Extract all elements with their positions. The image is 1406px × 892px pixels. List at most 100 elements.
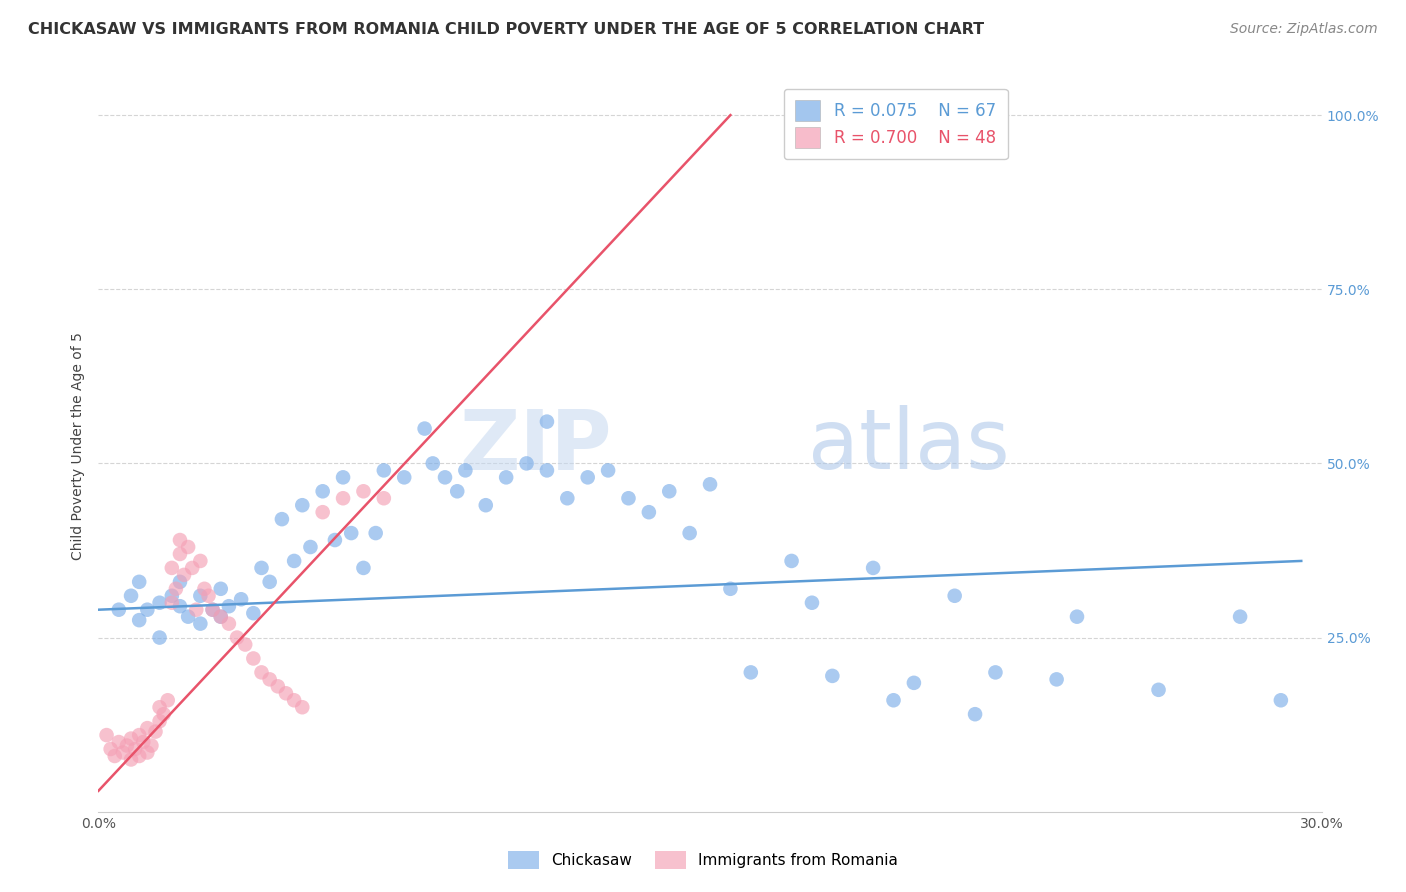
Point xyxy=(516,457,538,471)
Point xyxy=(617,491,640,506)
Point xyxy=(495,470,517,484)
Point xyxy=(177,540,200,554)
Point xyxy=(201,603,224,617)
Point xyxy=(149,596,172,610)
Point xyxy=(108,603,131,617)
Point xyxy=(111,746,134,760)
Point xyxy=(128,749,150,764)
Point xyxy=(181,561,204,575)
Point xyxy=(218,599,240,614)
Point xyxy=(259,574,281,589)
Y-axis label: Child Poverty Under the Age of 5: Child Poverty Under the Age of 5 xyxy=(72,332,86,560)
Point xyxy=(152,707,174,722)
Point xyxy=(141,739,163,753)
Point xyxy=(209,609,232,624)
Point xyxy=(699,477,721,491)
Point xyxy=(883,693,905,707)
Point xyxy=(160,589,183,603)
Point xyxy=(323,533,346,547)
Point xyxy=(1147,682,1170,697)
Point xyxy=(209,582,232,596)
Point xyxy=(132,735,155,749)
Point xyxy=(332,491,354,506)
Point xyxy=(156,693,179,707)
Point xyxy=(136,603,159,617)
Point xyxy=(160,561,183,575)
Point xyxy=(283,693,305,707)
Legend: R = 0.075    N = 67, R = 0.700    N = 48: R = 0.075 N = 67, R = 0.700 N = 48 xyxy=(783,88,1008,160)
Point xyxy=(1229,609,1251,624)
Point xyxy=(149,700,172,714)
Point xyxy=(145,724,167,739)
Point xyxy=(136,721,159,735)
Point xyxy=(801,596,824,610)
Point xyxy=(128,574,150,589)
Point xyxy=(422,457,444,471)
Point xyxy=(720,582,742,596)
Point xyxy=(1045,673,1069,687)
Point xyxy=(903,676,925,690)
Point xyxy=(274,686,297,700)
Point xyxy=(312,505,335,519)
Point xyxy=(120,752,142,766)
Point xyxy=(188,616,212,631)
Point xyxy=(120,731,142,746)
Point xyxy=(340,526,363,541)
Point xyxy=(943,589,966,603)
Point xyxy=(149,714,172,728)
Point xyxy=(250,665,273,680)
Point xyxy=(658,484,681,499)
Point xyxy=(201,603,224,617)
Point xyxy=(821,669,844,683)
Point xyxy=(352,484,374,499)
Point xyxy=(169,547,191,561)
Point xyxy=(638,505,661,519)
Point xyxy=(1270,693,1292,707)
Point xyxy=(299,540,322,554)
Point xyxy=(96,728,118,742)
Text: atlas: atlas xyxy=(808,406,1010,486)
Point xyxy=(233,638,256,652)
Point xyxy=(373,491,395,506)
Legend: Chickasaw, Immigrants from Romania: Chickasaw, Immigrants from Romania xyxy=(502,845,904,875)
Point xyxy=(291,498,314,512)
Point xyxy=(169,574,191,589)
Point xyxy=(332,470,354,484)
Point xyxy=(446,484,468,499)
Point xyxy=(536,415,558,429)
Point xyxy=(128,728,150,742)
Point xyxy=(231,592,253,607)
Point xyxy=(188,554,212,568)
Point xyxy=(165,582,187,596)
Point xyxy=(259,673,281,687)
Point xyxy=(984,665,1007,680)
Point xyxy=(104,749,127,764)
Point xyxy=(1066,609,1088,624)
Point xyxy=(740,665,762,680)
Point xyxy=(169,533,191,547)
Point xyxy=(291,700,314,714)
Point xyxy=(862,561,884,575)
Point xyxy=(188,589,212,603)
Point xyxy=(392,470,416,484)
Point xyxy=(120,589,142,603)
Point xyxy=(283,554,305,568)
Text: ZIP: ZIP xyxy=(460,406,612,486)
Point xyxy=(226,631,249,645)
Point xyxy=(364,526,387,541)
Point xyxy=(598,463,620,477)
Point xyxy=(576,470,599,484)
Point xyxy=(312,484,335,499)
Point xyxy=(108,735,131,749)
Point xyxy=(115,739,138,753)
Point xyxy=(173,567,195,582)
Point xyxy=(965,707,987,722)
Point xyxy=(186,603,208,617)
Point xyxy=(100,742,122,756)
Text: CHICKASAW VS IMMIGRANTS FROM ROMANIA CHILD POVERTY UNDER THE AGE OF 5 CORRELATIO: CHICKASAW VS IMMIGRANTS FROM ROMANIA CHI… xyxy=(28,22,984,37)
Point xyxy=(177,609,200,624)
Point xyxy=(209,609,232,624)
Point xyxy=(373,463,395,477)
Point xyxy=(124,742,146,756)
Point xyxy=(242,606,264,620)
